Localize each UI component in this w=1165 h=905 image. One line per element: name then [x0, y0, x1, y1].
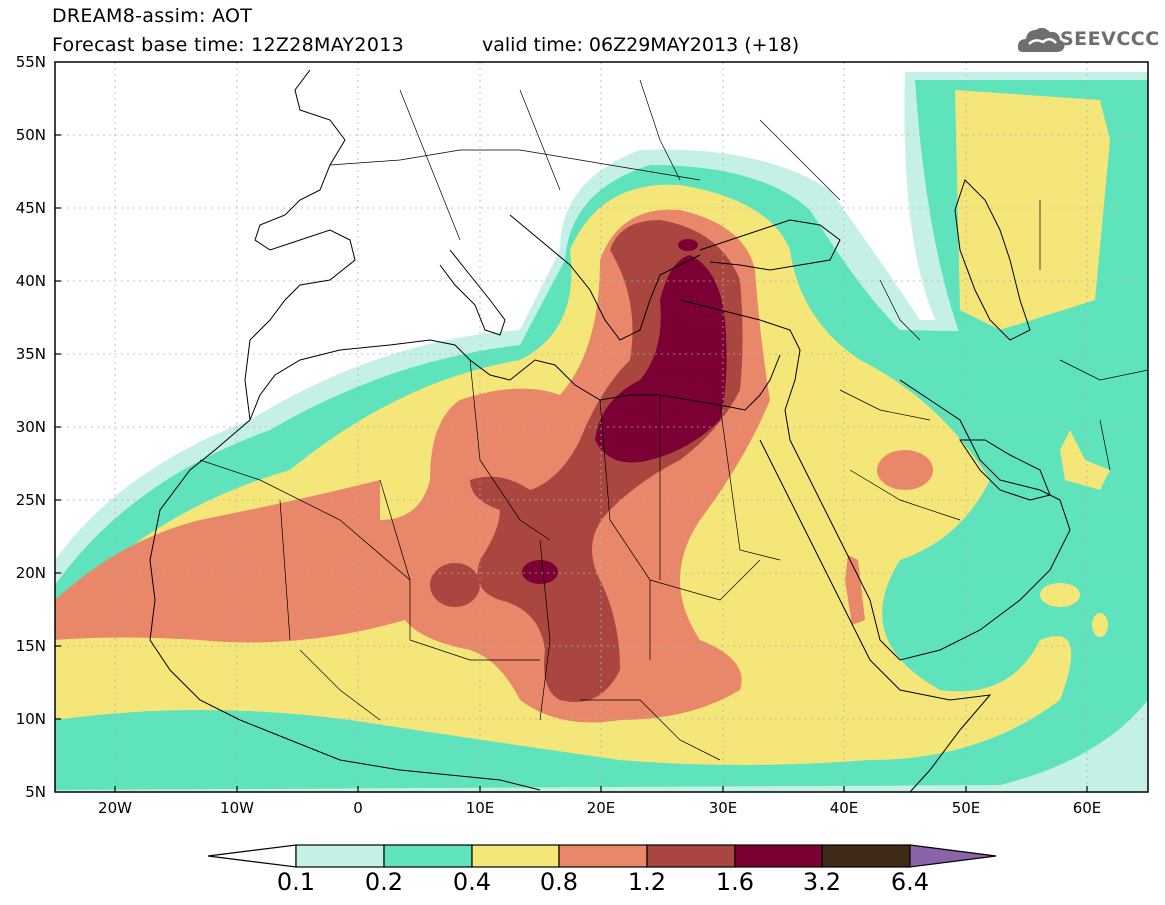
map-title: DREAM8-assim: AOT [52, 5, 253, 27]
lat-label: 40N [15, 272, 46, 290]
lon-label: 50E [951, 799, 981, 817]
colorbar-label: 3.2 [802, 868, 842, 896]
colorbar-label: 6.4 [890, 868, 930, 896]
lat-label: 50N [15, 126, 46, 144]
colorbar-label: 0.8 [539, 868, 579, 896]
colorbar-label: 0.1 [276, 868, 316, 896]
colorbar-label: 0.2 [364, 868, 404, 896]
logo-text: SEEVCCC [1060, 28, 1160, 50]
colorbar-label: 1.2 [627, 868, 667, 896]
lat-label: 25N [15, 491, 46, 509]
lon-label: 10W [220, 799, 254, 817]
lon-label: 20W [98, 799, 132, 817]
map-grid [55, 62, 1148, 792]
lon-label: 30E [708, 799, 738, 817]
forecast-base-time: Forecast base time: 12Z28MAY2013 [52, 34, 404, 56]
lon-label: 0 [353, 799, 363, 817]
lat-label: 10N [15, 710, 46, 728]
lon-label: 40E [829, 799, 859, 817]
lat-label: 55N [15, 53, 46, 71]
colorbar-label: 0.4 [452, 868, 492, 896]
lat-label: 45N [15, 199, 46, 217]
lat-label: 30N [15, 418, 46, 436]
lat-label: 35N [15, 345, 46, 363]
aot-band-1.6 [522, 239, 727, 584]
lon-label: 20E [586, 799, 616, 817]
lat-label: 5N [25, 783, 46, 801]
colorbar-label: 1.6 [715, 868, 755, 896]
cloud-icon [1017, 27, 1065, 52]
lat-label: 15N [15, 637, 46, 655]
lat-label: 20N [15, 564, 46, 582]
valid-time: valid time: 06Z29MAY2013 (+18) [482, 34, 800, 56]
country-borders [199, 79, 1148, 761]
coastlines [149, 69, 1071, 792]
lon-label: 10E [465, 799, 495, 817]
lon-label: 60E [1072, 799, 1102, 817]
